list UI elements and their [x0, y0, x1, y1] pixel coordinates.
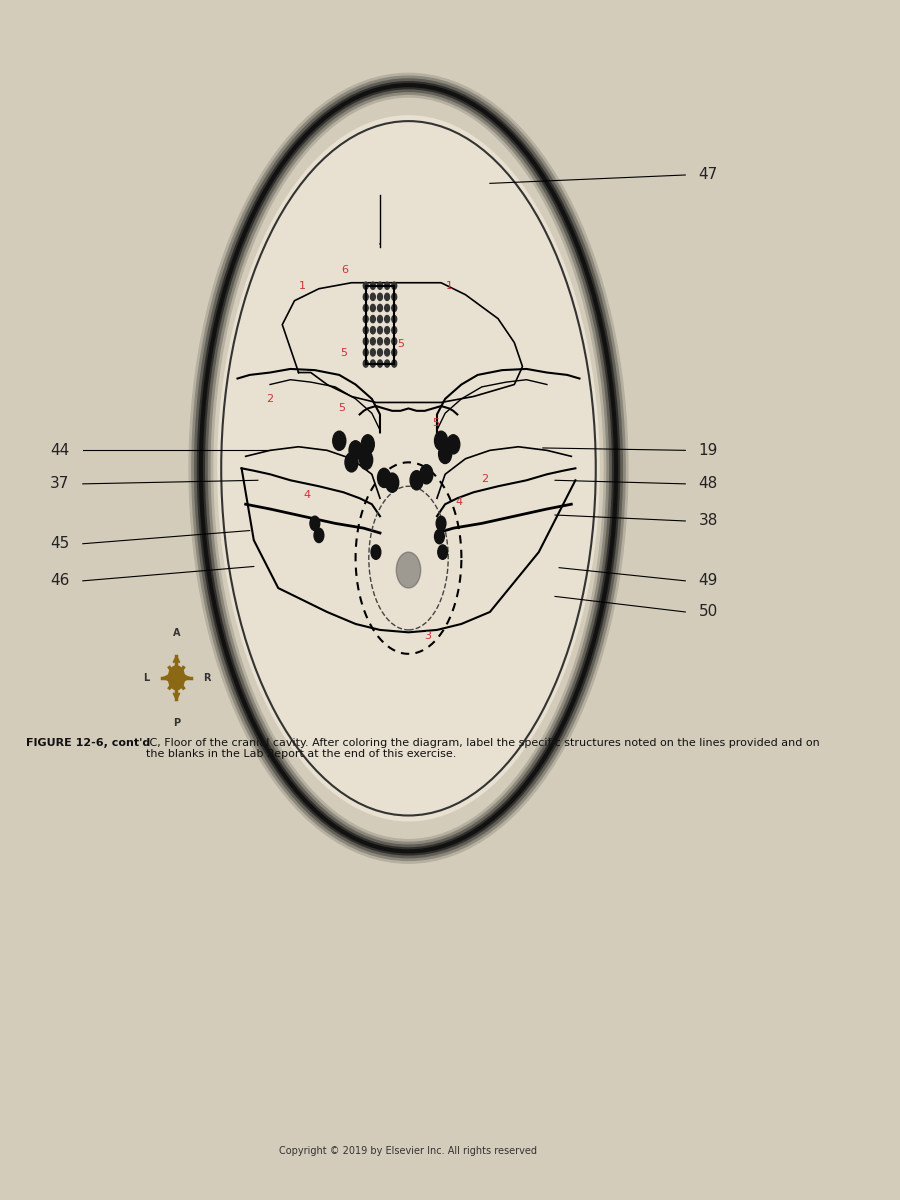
Circle shape — [168, 666, 184, 690]
Text: 46: 46 — [50, 574, 69, 588]
Text: R: R — [203, 673, 211, 683]
Text: 4: 4 — [455, 497, 463, 506]
Circle shape — [345, 452, 358, 472]
Text: P: P — [173, 718, 180, 727]
Circle shape — [364, 293, 368, 300]
Circle shape — [435, 529, 445, 544]
Circle shape — [377, 316, 382, 323]
Text: 1: 1 — [446, 281, 453, 292]
Circle shape — [436, 516, 446, 530]
Circle shape — [384, 282, 390, 289]
Text: 6: 6 — [341, 264, 348, 275]
Circle shape — [310, 516, 320, 530]
Circle shape — [392, 326, 397, 334]
Circle shape — [384, 326, 390, 334]
Circle shape — [371, 337, 375, 344]
Text: A: A — [173, 628, 180, 638]
Circle shape — [392, 305, 397, 312]
Circle shape — [384, 305, 390, 312]
Circle shape — [371, 360, 375, 367]
Circle shape — [364, 305, 368, 312]
Text: 47: 47 — [698, 168, 718, 182]
Text: 5: 5 — [397, 338, 404, 349]
Circle shape — [384, 337, 390, 344]
Circle shape — [371, 326, 375, 334]
Text: 2: 2 — [266, 394, 274, 404]
Circle shape — [392, 282, 397, 289]
Circle shape — [371, 545, 381, 559]
Circle shape — [364, 337, 368, 344]
Circle shape — [377, 468, 391, 487]
Circle shape — [361, 434, 374, 454]
Circle shape — [377, 337, 382, 344]
Text: 49: 49 — [698, 574, 718, 588]
Circle shape — [371, 349, 375, 356]
Circle shape — [446, 434, 460, 454]
Circle shape — [377, 360, 382, 367]
Circle shape — [371, 316, 375, 323]
Circle shape — [420, 464, 433, 484]
Circle shape — [333, 431, 346, 450]
Circle shape — [364, 349, 368, 356]
Circle shape — [349, 440, 362, 460]
Ellipse shape — [217, 115, 599, 822]
Circle shape — [371, 293, 375, 300]
Circle shape — [392, 349, 397, 356]
Circle shape — [364, 316, 368, 323]
Circle shape — [377, 326, 382, 334]
Circle shape — [392, 293, 397, 300]
Text: 44: 44 — [50, 443, 69, 458]
Circle shape — [377, 349, 382, 356]
Circle shape — [392, 337, 397, 344]
Text: L: L — [143, 673, 149, 683]
Text: 2: 2 — [481, 474, 488, 484]
Circle shape — [384, 349, 390, 356]
Text: Copyright © 2019 by Elsevier Inc. All rights reserved: Copyright © 2019 by Elsevier Inc. All ri… — [280, 1146, 537, 1156]
Circle shape — [384, 316, 390, 323]
Text: 5: 5 — [340, 348, 346, 359]
Text: 4: 4 — [303, 490, 310, 499]
Circle shape — [384, 360, 390, 367]
Circle shape — [437, 545, 447, 559]
Circle shape — [392, 316, 397, 323]
Circle shape — [377, 282, 382, 289]
Text: 38: 38 — [698, 514, 718, 528]
Text: 5: 5 — [338, 403, 346, 414]
Circle shape — [384, 293, 390, 300]
Text: 50: 50 — [698, 605, 718, 619]
Text: 1: 1 — [299, 281, 306, 292]
Circle shape — [377, 305, 382, 312]
Circle shape — [371, 305, 375, 312]
Circle shape — [438, 444, 452, 463]
Circle shape — [377, 293, 382, 300]
Circle shape — [435, 431, 447, 450]
Text: 5: 5 — [433, 418, 440, 428]
Circle shape — [364, 282, 368, 289]
Text: 45: 45 — [50, 536, 69, 551]
Text: 48: 48 — [698, 476, 718, 491]
Circle shape — [371, 282, 375, 289]
Text: 3: 3 — [425, 631, 431, 641]
Circle shape — [386, 473, 399, 492]
Circle shape — [360, 450, 373, 469]
Circle shape — [364, 326, 368, 334]
Text: 37: 37 — [50, 476, 69, 491]
Text: FIGURE 12-6, cont'd: FIGURE 12-6, cont'd — [26, 738, 150, 748]
Circle shape — [392, 360, 397, 367]
Text: 19: 19 — [698, 443, 718, 458]
Text: C, Floor of the cranial cavity. After coloring the diagram, label the specific s: C, Floor of the cranial cavity. After co… — [147, 738, 820, 760]
Circle shape — [314, 528, 324, 542]
Circle shape — [396, 552, 420, 588]
Circle shape — [410, 470, 423, 490]
Circle shape — [364, 360, 368, 367]
